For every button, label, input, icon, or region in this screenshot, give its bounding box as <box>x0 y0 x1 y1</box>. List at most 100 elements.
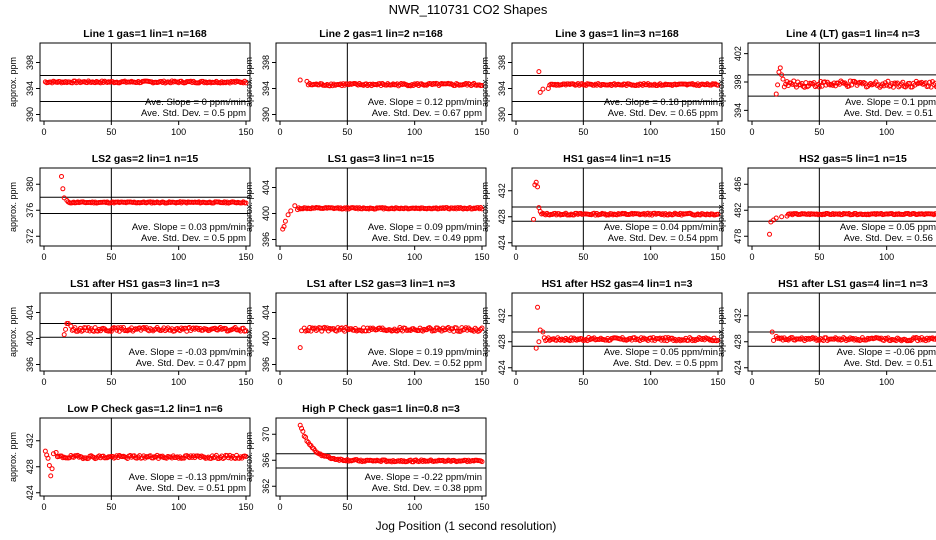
data-point <box>46 462 52 468</box>
x-tick-label: 0 <box>513 377 518 387</box>
chart-panel: LS1 gas=3 lin=1 n=15 approx. ppm 396 400 404… <box>244 153 490 262</box>
y-tick-label: 428 <box>25 459 35 474</box>
chart-panel: LS1 after LS2 gas=3 lin=1 n=3 approx. ppm… <box>244 278 490 387</box>
slope-annotation: Ave. Slope = 0.05 ppm/min <box>840 222 936 233</box>
panel-title: LS2 gas=2 lin=1 n=15 <box>92 153 199 165</box>
data-point <box>297 345 303 351</box>
data-point <box>50 451 56 457</box>
chart-panel: Line 3 gas=1 lin=3 n=168 approx. ppm 390 39… <box>480 28 726 137</box>
y-tick-label: 370 <box>261 427 271 442</box>
y-tick-label: 432 <box>733 308 743 323</box>
std-dev-annotation: Ave. Std. Dev. = 0.47 ppm <box>136 358 246 369</box>
data-point <box>535 304 541 310</box>
data-point <box>779 214 785 220</box>
data-point <box>479 206 485 212</box>
y-tick-label: 398 <box>261 55 271 70</box>
std-dev-annotation: Ave. Std. Dev. = 0.56 ppm <box>844 233 936 244</box>
data-point <box>83 325 89 331</box>
y-tick-label: 398 <box>497 55 507 70</box>
x-tick-label: 50 <box>342 127 352 137</box>
x-tick-label: 0 <box>749 127 754 137</box>
y-tick-label: 398 <box>733 74 743 89</box>
data-point <box>114 327 120 333</box>
data-point <box>802 84 808 90</box>
slope-annotation: Ave. Slope = 0.05 ppm/min <box>604 347 718 358</box>
data-point <box>933 211 936 216</box>
data-point <box>479 82 485 88</box>
x-tick-label: 150 <box>710 127 725 137</box>
figure-x-axis-label: Jog Position (1 second resolution) <box>376 519 557 533</box>
y-tick-label: 376 <box>25 203 35 218</box>
x-tick-label: 100 <box>643 252 658 262</box>
data-point <box>900 79 906 85</box>
data-point <box>932 336 936 342</box>
slope-annotation: Ave. Slope = 0.1 ppm/min <box>845 97 936 108</box>
y-tick-label: 390 <box>25 107 35 122</box>
data-point <box>61 195 67 201</box>
panel-title: Line 2 gas=1 lin=2 n=168 <box>319 28 443 40</box>
data-point <box>890 84 896 90</box>
slope-annotation: Ave. Slope = 0.12 ppm/min <box>368 97 482 108</box>
data-point <box>476 206 482 212</box>
data-point <box>933 84 936 90</box>
data-point <box>885 335 891 341</box>
std-dev-annotation: Ave. Std. Dev. = 0.5 ppm <box>613 358 718 369</box>
y-tick-label: 400 <box>25 331 35 346</box>
panel-grid: Line 1 gas=1 lin=1 n=168 approx. ppm 390 39… <box>8 28 936 512</box>
data-point <box>715 211 721 217</box>
slope-annotation: Ave. Slope = -0.06 ppm/min <box>837 347 936 358</box>
x-tick-label: 0 <box>277 127 282 137</box>
x-tick-label: 100 <box>643 127 658 137</box>
std-dev-annotation: Ave. Std. Dev. = 0.51 ppm <box>844 108 936 119</box>
plot-frame <box>511 42 723 122</box>
y-tick-label: 396 <box>261 232 271 247</box>
data-point <box>843 338 849 344</box>
data-point <box>150 455 156 461</box>
x-tick-label: 0 <box>513 127 518 137</box>
plot-frame <box>39 42 251 122</box>
data-point <box>536 205 542 211</box>
data-point <box>537 89 543 95</box>
data-point <box>775 82 781 88</box>
std-dev-annotation: Ave. Std. Dev. = 0.38 ppm <box>372 483 482 494</box>
data-point <box>928 84 934 90</box>
data-point <box>304 438 310 444</box>
data-point <box>479 459 485 465</box>
data-point <box>321 324 327 330</box>
x-tick-label: 0 <box>749 377 754 387</box>
y-tick-label: 398 <box>25 55 35 70</box>
y-tick-label: 428 <box>497 209 507 224</box>
data-point <box>200 78 206 84</box>
data-point <box>292 203 298 209</box>
panel-title: HS2 gas=5 lin=1 n=15 <box>799 153 907 165</box>
data-point <box>706 336 712 342</box>
plot-frame <box>275 292 487 372</box>
y-axis-label: approx. ppm <box>244 182 254 232</box>
data-point <box>687 335 693 341</box>
data-point <box>531 216 537 222</box>
x-tick-label: 0 <box>41 127 46 137</box>
data-point <box>65 321 71 327</box>
x-tick-label: 150 <box>710 252 725 262</box>
y-axis-label: approx. ppm <box>480 307 490 357</box>
y-tick-label: 390 <box>497 107 507 122</box>
y-axis-label: approx. ppm <box>8 307 18 357</box>
data-point <box>846 83 852 89</box>
x-tick-label: 50 <box>814 127 824 137</box>
data-point <box>243 200 249 206</box>
y-axis-label: approx. ppm <box>8 57 18 107</box>
data-point <box>313 327 319 333</box>
data-point <box>540 329 546 335</box>
chart-panel: Line 4 (LT) gas=1 lin=4 n=3 approx. ppm 39… <box>716 28 936 137</box>
data-point <box>363 328 369 334</box>
y-tick-label: 432 <box>25 433 35 448</box>
x-tick-label: 150 <box>238 252 253 262</box>
data-point <box>243 328 249 334</box>
x-tick-label: 150 <box>474 502 489 512</box>
slope-annotation: Ave. Slope = -0.22 ppm/min <box>365 472 482 483</box>
panel-title: LS1 gas=3 lin=1 n=15 <box>328 153 435 165</box>
data-point <box>776 69 782 75</box>
x-tick-label: 100 <box>171 377 186 387</box>
y-tick-label: 372 <box>25 229 35 244</box>
